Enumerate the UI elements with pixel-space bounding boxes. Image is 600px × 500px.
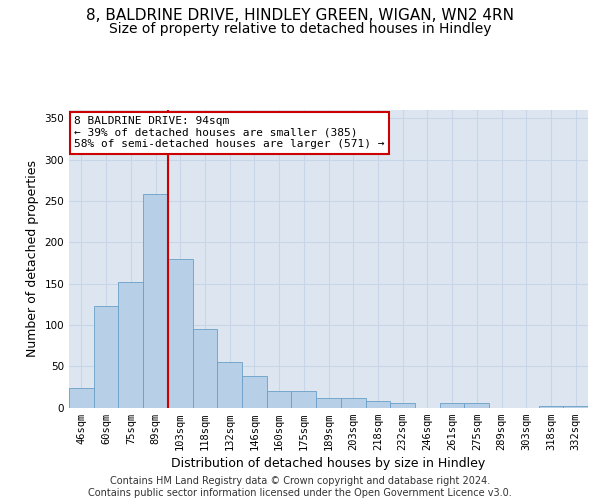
Bar xyxy=(267,391,292,407)
Bar xyxy=(440,402,464,407)
Bar xyxy=(341,398,365,407)
Bar xyxy=(94,306,118,408)
Bar xyxy=(390,402,415,407)
Text: Contains HM Land Registry data © Crown copyright and database right 2024.
Contai: Contains HM Land Registry data © Crown c… xyxy=(88,476,512,498)
Bar xyxy=(69,388,94,407)
Bar xyxy=(168,259,193,408)
Bar xyxy=(365,401,390,407)
Bar xyxy=(118,282,143,408)
Bar xyxy=(143,194,168,408)
Text: 8 BALDRINE DRIVE: 94sqm
← 39% of detached houses are smaller (385)
58% of semi-d: 8 BALDRINE DRIVE: 94sqm ← 39% of detache… xyxy=(74,116,385,149)
Bar xyxy=(242,376,267,408)
Bar xyxy=(193,329,217,407)
Text: 8, BALDRINE DRIVE, HINDLEY GREEN, WIGAN, WN2 4RN: 8, BALDRINE DRIVE, HINDLEY GREEN, WIGAN,… xyxy=(86,8,514,22)
Bar xyxy=(316,398,341,407)
Bar xyxy=(563,406,588,407)
Bar xyxy=(539,406,563,407)
Text: Size of property relative to detached houses in Hindley: Size of property relative to detached ho… xyxy=(109,22,491,36)
Y-axis label: Number of detached properties: Number of detached properties xyxy=(26,160,39,357)
Bar xyxy=(217,362,242,408)
Bar xyxy=(292,391,316,407)
Bar xyxy=(464,404,489,407)
X-axis label: Distribution of detached houses by size in Hindley: Distribution of detached houses by size … xyxy=(172,457,485,470)
